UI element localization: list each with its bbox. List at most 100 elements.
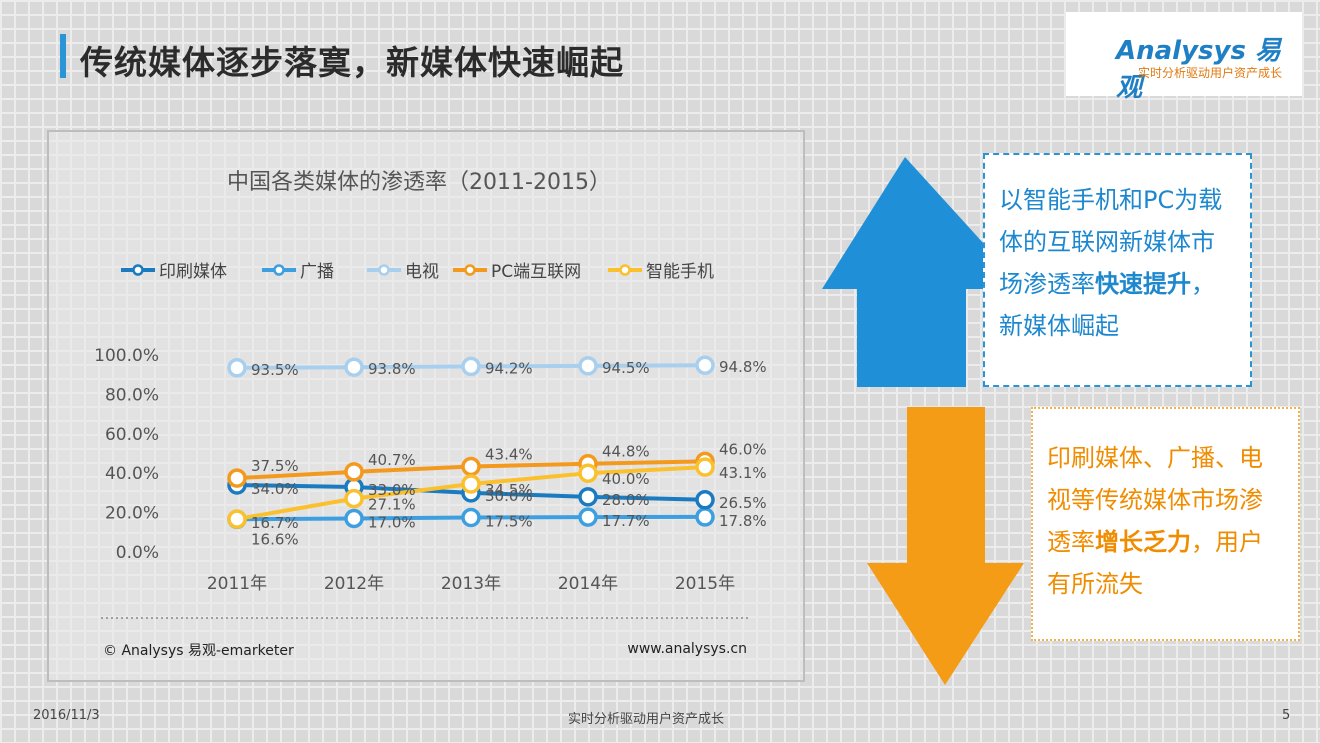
chart-legend: 印刷媒体 广播 电视 PC端互联网 智能手机 xyxy=(121,262,714,282)
legend-label: 广播 xyxy=(300,262,334,282)
footer-date: 2016/11/3 xyxy=(33,708,100,723)
data-label: 27.1% xyxy=(368,496,416,514)
data-label: 93.5% xyxy=(251,361,299,379)
legend-label: PC端互联网 xyxy=(491,262,581,282)
new-media-emphasis: 快速提升 xyxy=(1095,270,1191,298)
data-point xyxy=(227,358,247,378)
new-media-text: 以智能手机和PC为载体的互联网新媒体市场渗透率 xyxy=(999,186,1223,298)
title-accent-bar xyxy=(60,34,66,78)
data-point xyxy=(344,357,364,377)
page-number: 5 xyxy=(1282,708,1291,723)
legend-item-2: 广播 xyxy=(262,262,334,282)
data-label: 43.1% xyxy=(719,464,767,482)
logo-brand-text: Analysys 易观 xyxy=(1116,36,1281,103)
y-tick-label: 0.0% xyxy=(116,543,159,563)
line-chart: 中国各类媒体的渗透率（2011-2015） 印刷媒体 广播 电视 PC端互联网 智能手机… xyxy=(94,170,767,659)
data-label: 93.8% xyxy=(368,360,416,378)
data-label: 33.0% xyxy=(368,481,416,499)
y-tick-label: 40.0% xyxy=(105,464,159,484)
traditional-media-text-end: ，用户有所流失 xyxy=(1047,528,1263,598)
x-tick-label: 2014年 xyxy=(558,574,618,594)
data-label: 34.0% xyxy=(251,480,299,498)
data-point xyxy=(461,474,481,494)
chart-panel: 中国各类媒体的渗透率（2011-2015） 印刷媒体 广播 电视 PC端互联网 智能手机… xyxy=(47,130,805,682)
x-tick-label: 2012年 xyxy=(324,574,384,594)
data-label: 17.0% xyxy=(368,514,416,532)
data-label: 16.7% xyxy=(251,514,299,532)
x-tick-label: 2013年 xyxy=(441,574,501,594)
chart-source: © Analysys 易观-emarketer xyxy=(103,643,294,659)
legend-marker xyxy=(378,264,390,276)
legend-marker xyxy=(273,264,285,276)
y-tick-label: 20.0% xyxy=(105,504,159,524)
data-label: 40.7% xyxy=(368,451,416,469)
data-label: 46.0% xyxy=(719,440,767,458)
data-label: 30.0% xyxy=(485,487,533,505)
legend-item-1: 印刷媒体 xyxy=(121,262,227,282)
data-labels-4: 37.5% 40.7% 43.4% 44.8% 46.0% xyxy=(251,440,767,475)
traditional-media-callout: 印刷媒体、广播、电视等传统媒体市场渗透率增长乏力，用户有所流失 xyxy=(1031,407,1300,641)
chart-series: 93.5% 93.8% 94.2% 94.5% 94.8% 16.6% 17.0% 17.5%… xyxy=(227,355,767,548)
data-point xyxy=(227,509,247,529)
data-label: 94.5% xyxy=(602,359,650,377)
chart-title: 中国各类媒体的渗透率（2011-2015） xyxy=(227,170,611,195)
data-point xyxy=(578,507,598,527)
down-arrow-icon xyxy=(867,407,1024,685)
data-point xyxy=(461,507,481,528)
data-point xyxy=(578,463,598,483)
data-point xyxy=(695,355,715,375)
slide-title: 传统媒体逐步落寞，新媒体快速崛起 xyxy=(80,43,624,82)
data-label: 94.8% xyxy=(719,358,767,376)
legend-marker xyxy=(464,264,476,276)
x-axis: 2011年 2012年 2013年 2014年 2015年 xyxy=(207,574,735,594)
y-tick-label: 60.0% xyxy=(105,425,159,445)
data-label: 28.0% xyxy=(602,491,650,509)
x-tick-label: 2011年 xyxy=(207,574,267,594)
data-label: 17.8% xyxy=(719,512,767,530)
new-media-callout: 以智能手机和PC为载体的互联网新媒体市场渗透率快速提升，新媒体崛起 xyxy=(983,153,1252,387)
data-point xyxy=(578,487,598,507)
data-point xyxy=(344,462,364,482)
data-point xyxy=(578,356,598,376)
y-tick-label: 100.0% xyxy=(94,346,159,366)
legend-item-3: 电视 xyxy=(367,262,439,282)
chart-website: www.analysys.cn xyxy=(627,641,747,657)
series-5 xyxy=(227,457,715,529)
data-label: 17.7% xyxy=(602,512,650,530)
data-point xyxy=(461,356,481,377)
data-labels-3: 93.5% 93.8% 94.2% 94.5% 94.8% xyxy=(251,358,767,379)
y-tick-label: 80.0% xyxy=(105,385,159,405)
data-labels-1: 34.0% 33.0% 30.0% 28.0% 26.5% xyxy=(251,480,767,512)
data-labels-2: 16.6% 17.0% 17.5% 17.7% 17.8% xyxy=(251,512,767,548)
data-point xyxy=(344,508,364,529)
legend-item-5: 智能手机 xyxy=(608,262,714,282)
legend-item-4: PC端互联网 xyxy=(453,262,581,282)
logo-tagline: 实时分析驱动用户资产成长 xyxy=(1138,66,1283,80)
data-label: 37.5% xyxy=(251,457,299,475)
data-label: 94.2% xyxy=(485,359,533,377)
legend-label: 电视 xyxy=(405,262,439,282)
data-label: 17.5% xyxy=(485,513,533,531)
data-label: 43.4% xyxy=(485,446,533,464)
data-label: 44.8% xyxy=(602,443,650,461)
y-axis: 0.0% 20.0% 40.0% 60.0% 80.0% 100.0% xyxy=(94,346,159,563)
x-tick-label: 2015年 xyxy=(675,574,735,594)
new-media-text-end: ，新媒体崛起 xyxy=(999,270,1215,340)
legend-marker xyxy=(619,264,631,276)
series-3 xyxy=(227,355,715,378)
legend-marker xyxy=(132,264,144,276)
data-point xyxy=(695,490,715,510)
legend-label: 智能手机 xyxy=(646,262,714,282)
data-label: 40.0% xyxy=(602,470,650,488)
traditional-media-text: 印刷媒体、广播、电视等传统媒体市场渗透率 xyxy=(1047,444,1263,556)
data-label: 34.5% xyxy=(485,481,533,499)
data-point xyxy=(227,468,247,488)
data-label: 26.5% xyxy=(719,494,767,512)
traditional-media-emphasis: 增长乏力 xyxy=(1095,528,1191,556)
data-label: 16.6% xyxy=(251,530,299,548)
data-point xyxy=(695,457,715,477)
data-labels-5: 16.7% 27.1% 34.5% 40.0% 43.1% xyxy=(251,464,767,532)
brand-logo: Analysys 易观 实时分析驱动用户资产成长 xyxy=(1066,12,1302,103)
footer-slogan: 实时分析驱动用户资产成长 xyxy=(568,712,725,727)
